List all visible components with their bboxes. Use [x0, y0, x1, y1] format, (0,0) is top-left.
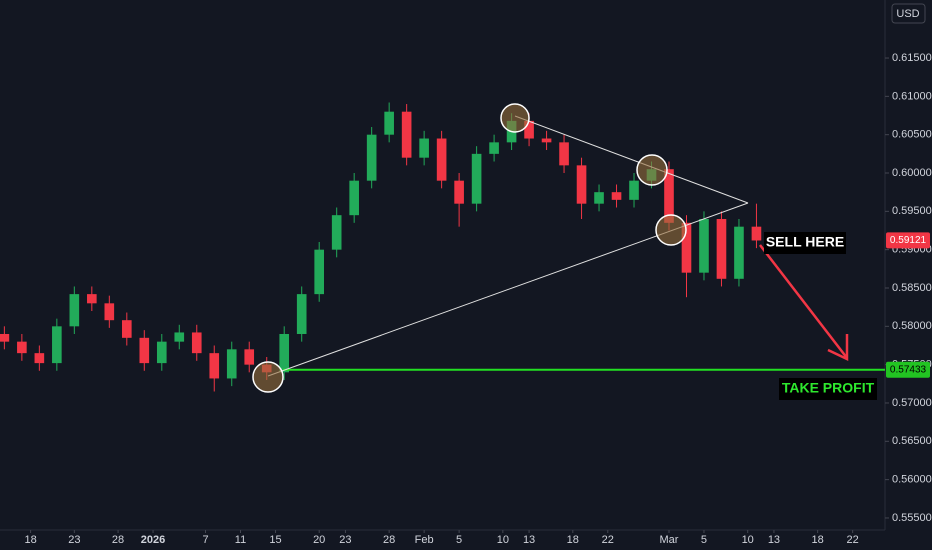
- x-tick-label: 7: [202, 534, 208, 546]
- candle-body: [384, 111, 394, 135]
- candle-body: [314, 249, 325, 295]
- candle-body: [244, 349, 255, 365]
- x-tick-label: 10: [497, 534, 509, 546]
- last-price-box: [886, 232, 930, 249]
- x-tick-label: 5: [456, 534, 462, 546]
- y-tick-label: 0.57000: [892, 397, 932, 409]
- candle-body: [611, 192, 622, 200]
- candle-body: [17, 341, 27, 354]
- x-tick-label: 18: [24, 534, 36, 546]
- candle-body: [191, 332, 202, 354]
- x-tick-label: 11: [235, 534, 246, 546]
- x-tick-label: 2026: [141, 534, 165, 546]
- x-tick-label: 28: [112, 534, 124, 546]
- currency-button[interactable]: [891, 3, 926, 24]
- y-tick-label: 0.60500: [892, 129, 932, 141]
- candle-body: [0, 333, 10, 342]
- x-tick-label: 5: [701, 534, 707, 546]
- candle-body: [734, 226, 744, 279]
- candle-body: [699, 219, 709, 273]
- candle-body: [34, 353, 45, 364]
- sell-label-box: [764, 232, 846, 254]
- candle-body: [174, 332, 185, 342]
- x-tick-label: 23: [339, 534, 351, 546]
- candle-body: [716, 219, 727, 279]
- take-profit-price: 0.57433: [890, 364, 927, 375]
- candle-body: [594, 192, 604, 204]
- y-tick-label: 0.58500: [892, 282, 932, 294]
- candle-body: [279, 333, 290, 373]
- candle-body: [471, 153, 482, 204]
- take-profit-label-box: [779, 378, 877, 400]
- candle-body: [629, 180, 639, 200]
- x-tick-label: 22: [847, 534, 859, 546]
- candle-body: [226, 349, 237, 379]
- candle-body: [296, 294, 307, 334]
- candle-body: [104, 303, 115, 321]
- pivot-circle: [636, 154, 668, 186]
- candle-body: [401, 111, 412, 158]
- pivot-circle: [655, 214, 687, 246]
- last-price: 0.59121: [890, 235, 927, 246]
- candle-body: [419, 138, 429, 158]
- y-tick-label: 0.56500: [892, 435, 932, 447]
- take-profit-price-box: [886, 361, 930, 378]
- candle-body: [559, 142, 569, 166]
- x-tick-label: 18: [812, 534, 824, 546]
- y-tick-label: 0.55500: [892, 512, 932, 524]
- y-tick-label: 0.59500: [892, 205, 932, 217]
- x-tick-label: 15: [269, 534, 281, 546]
- candle-body: [87, 294, 97, 304]
- candle-body: [139, 337, 150, 364]
- y-tick-label: 0.56000: [892, 474, 932, 486]
- sell-arrow: [759, 244, 848, 359]
- candle-body: [541, 138, 552, 143]
- x-tick-label: 20: [313, 534, 325, 546]
- x-tick-label: 13: [768, 534, 780, 546]
- candle-body: [576, 165, 587, 204]
- candle-body: [489, 142, 499, 154]
- x-tick-label: 22: [602, 534, 614, 546]
- candle-body: [751, 226, 762, 241]
- x-tick-label: 23: [68, 534, 80, 546]
- drawings: SELL HERE TAKE PROFIT: [252, 103, 877, 400]
- sell-arrow-head: [827, 334, 849, 361]
- x-tick-label: Feb: [415, 534, 434, 546]
- pivot-circle: [252, 361, 284, 393]
- trend-line: [514, 115, 749, 204]
- candle-body: [524, 120, 534, 139]
- x-tick-label: 18: [567, 534, 579, 546]
- sell-label: SELL HERE: [766, 234, 844, 250]
- candle-body: [52, 326, 62, 364]
- x-tick-label: 28: [383, 534, 395, 546]
- pivot-circle: [500, 103, 530, 133]
- y-tick-label: 0.58000: [892, 320, 932, 332]
- candle-body: [156, 341, 167, 364]
- candle-body: [69, 294, 80, 327]
- candle-body: [209, 353, 220, 379]
- y-tick-label: 0.61500: [892, 52, 932, 64]
- x-tick-label: 13: [523, 534, 535, 546]
- x-tick-label: Mar: [660, 534, 679, 546]
- candle-body: [366, 134, 377, 181]
- y-tick-label: 0.60000: [892, 167, 932, 179]
- currency-label: USD: [896, 8, 919, 20]
- candle-body: [349, 180, 359, 216]
- x-tick-label: 10: [742, 534, 754, 546]
- take-profit-label: TAKE PROFIT: [782, 380, 875, 396]
- candle-body: [664, 169, 674, 223]
- candle-body: [121, 320, 132, 338]
- candle-body: [436, 138, 447, 181]
- candle-body: [331, 215, 342, 250]
- y-tick-label: 0.61000: [892, 90, 932, 102]
- candle-body: [681, 222, 692, 273]
- candle-body: [454, 180, 464, 204]
